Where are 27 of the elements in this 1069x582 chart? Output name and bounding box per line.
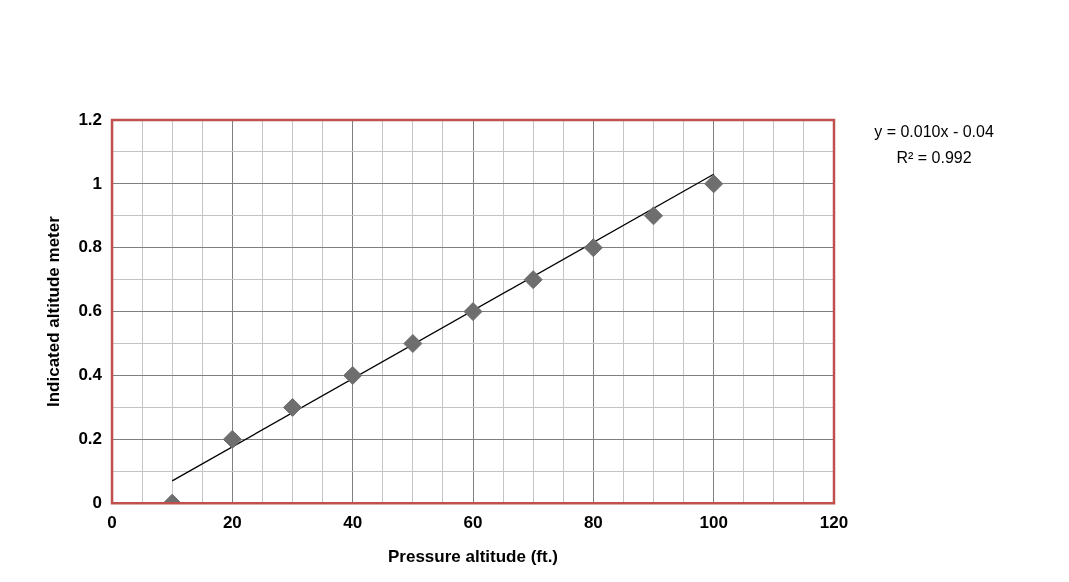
point — [644, 206, 664, 226]
point — [463, 302, 483, 322]
point — [403, 334, 423, 354]
point — [283, 397, 303, 417]
y-tick-label: 0.4 — [78, 365, 103, 385]
x-tick-label: 80 — [583, 513, 603, 533]
y-tick-label: 1.2 — [78, 109, 103, 129]
point — [343, 365, 363, 385]
point — [704, 174, 724, 194]
x-tick-label: 20 — [222, 513, 242, 533]
y-tick-label: 1 — [92, 173, 103, 193]
point — [523, 270, 543, 290]
text: R² = 0.992 — [896, 149, 972, 167]
y-tick-label: 0 — [92, 492, 103, 512]
x-tick-label: 100 — [699, 513, 728, 533]
y-axis-title: Indicated altitude meter — [43, 215, 63, 408]
point — [222, 429, 242, 449]
x-tick-label: 0 — [107, 513, 117, 533]
x-tick-label: 40 — [343, 513, 363, 533]
x-tick-label: 60 — [463, 513, 483, 533]
y-tick-label: 0.8 — [78, 237, 103, 257]
x-axis-title: Pressure altitude (ft.) — [387, 547, 559, 567]
x-tick-label: 120 — [819, 513, 849, 533]
point — [583, 238, 603, 258]
y-tick-label: 0.6 — [78, 301, 103, 321]
text: y = 0.010x - 0.04 — [874, 123, 994, 141]
y-tick-label: 0.2 — [78, 429, 103, 449]
